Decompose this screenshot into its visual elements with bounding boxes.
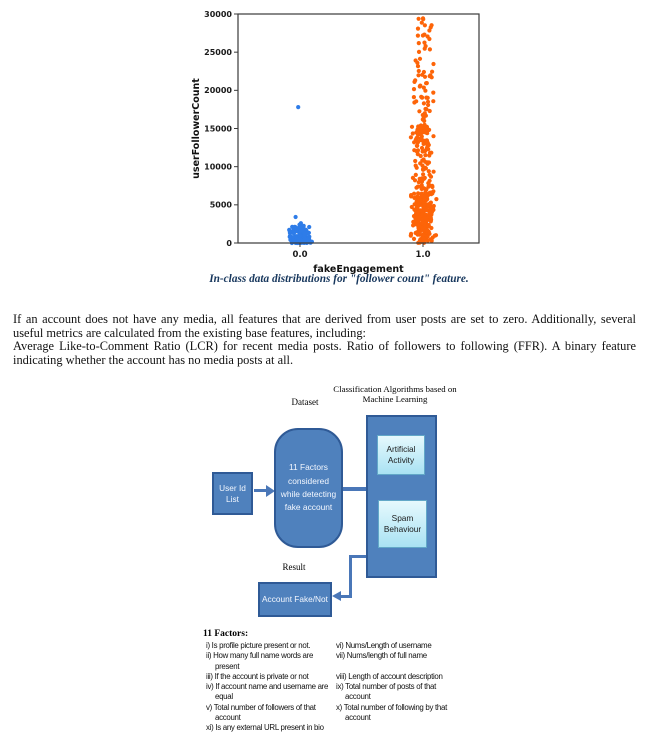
- svg-text:20000: 20000: [204, 86, 232, 95]
- arrow-right-icon: [266, 484, 275, 497]
- factor-row: iii) If the account is private or not vi…: [206, 672, 468, 682]
- factor-row: ii) How many full name words are present…: [206, 651, 468, 672]
- factor-item: xi) Is any external URL present in bio: [206, 723, 324, 733]
- arrow-left-icon: [332, 591, 341, 601]
- artificial-activity-label: Artificial Activity: [386, 443, 416, 466]
- user-id-list-box: User Id List: [212, 472, 253, 515]
- factor-item: v) Total number of followers of that acc…: [206, 702, 316, 723]
- result-label: Result: [282, 562, 306, 572]
- factor-row: xi) Is any external URL present in bio: [206, 723, 468, 733]
- svg-text:30000: 30000: [204, 10, 232, 19]
- factor-item: x) Total number of following by that acc…: [336, 702, 447, 723]
- svg-text:5000: 5000: [210, 201, 233, 210]
- spam-behaviour-box: Spam Behaviour: [378, 500, 427, 548]
- connector-classifier-elbow-bottom: [341, 595, 352, 598]
- factors-list: i) Is profile picture present or not. vi…: [206, 641, 468, 734]
- scatter-plot: 0 5000 10000 15000 20000 25000 30000 0.0 1.0 fake…: [191, 10, 480, 275]
- factor-item: [336, 723, 462, 733]
- factor-item: iv) If account name and username are equ…: [206, 682, 329, 702]
- spam-behaviour-label: Spam Behaviour: [383, 512, 422, 535]
- account-fake-not-box: Account Fake/Not: [258, 582, 332, 617]
- svg-text:0.0: 0.0: [292, 250, 307, 260]
- factor-row: v) Total number of followers of that acc…: [206, 703, 468, 724]
- svg-text:0: 0: [226, 239, 232, 248]
- dataset-label: Dataset: [291, 397, 319, 407]
- factor-item: iii) If the account is private or not: [206, 671, 309, 681]
- svg-text:userFollowerCount: userFollowerCount: [191, 78, 202, 179]
- body-text: If an account does not have any media, a…: [13, 312, 636, 367]
- svg-text:15000: 15000: [204, 124, 232, 133]
- classification-label-line2: Machine Learning: [362, 393, 428, 404]
- factor-item: viii) Length of account description: [336, 671, 443, 681]
- scatter-chart-figure: 0 5000 10000 15000 20000 25000 30000 0.0 1.0 fake…: [186, 4, 492, 276]
- factor-item: vi) Nums/Length of username: [336, 641, 432, 650]
- body-paragraph-1: If an account does not have any media, a…: [13, 312, 636, 340]
- connector-classifier-elbow-vertical: [349, 555, 352, 598]
- factor-item: i) Is profile picture present or not.: [206, 641, 311, 650]
- account-fake-not-label: Account Fake/Not: [262, 594, 328, 604]
- factor-item: ix) Total number of posts of that accoun…: [336, 682, 437, 702]
- svg-text:10000: 10000: [204, 162, 232, 171]
- factor-item: vii) Nums/length of full name: [336, 651, 427, 661]
- factor-item: ii) How many full name words are present: [206, 651, 314, 671]
- svg-text:fakeEngagement: fakeEngagement: [313, 264, 404, 275]
- connector-classifier-elbow-top: [349, 555, 366, 558]
- factor-row: iv) If account name and username are equ…: [206, 682, 468, 703]
- svg-text:1.0: 1.0: [415, 250, 430, 260]
- classification-label-line1: Classification Algorithms based on: [333, 384, 457, 394]
- eleven-factors-box: 11 Factors considered while detecting fa…: [274, 428, 343, 548]
- user-id-list-label: User Id List: [219, 482, 246, 504]
- classification-label: Classification Algorithms based on Machi…: [330, 384, 460, 404]
- artificial-activity-box: Artificial Activity: [377, 435, 425, 475]
- body-paragraph-2: Average Like-to-Comment Ratio (LCR) for …: [13, 339, 636, 367]
- connector-factors-to-classifier: [343, 487, 366, 491]
- factor-row: i) Is profile picture present or not. vi…: [206, 641, 468, 651]
- arrow-user-to-factors-shaft: [254, 489, 267, 492]
- figure-caption: In-class data distributions for "followe…: [209, 273, 469, 285]
- eleven-factors-label: 11 Factors considered while detecting fa…: [280, 462, 337, 513]
- svg-text:25000: 25000: [204, 48, 232, 57]
- factors-title: 11 Factors:: [203, 629, 249, 639]
